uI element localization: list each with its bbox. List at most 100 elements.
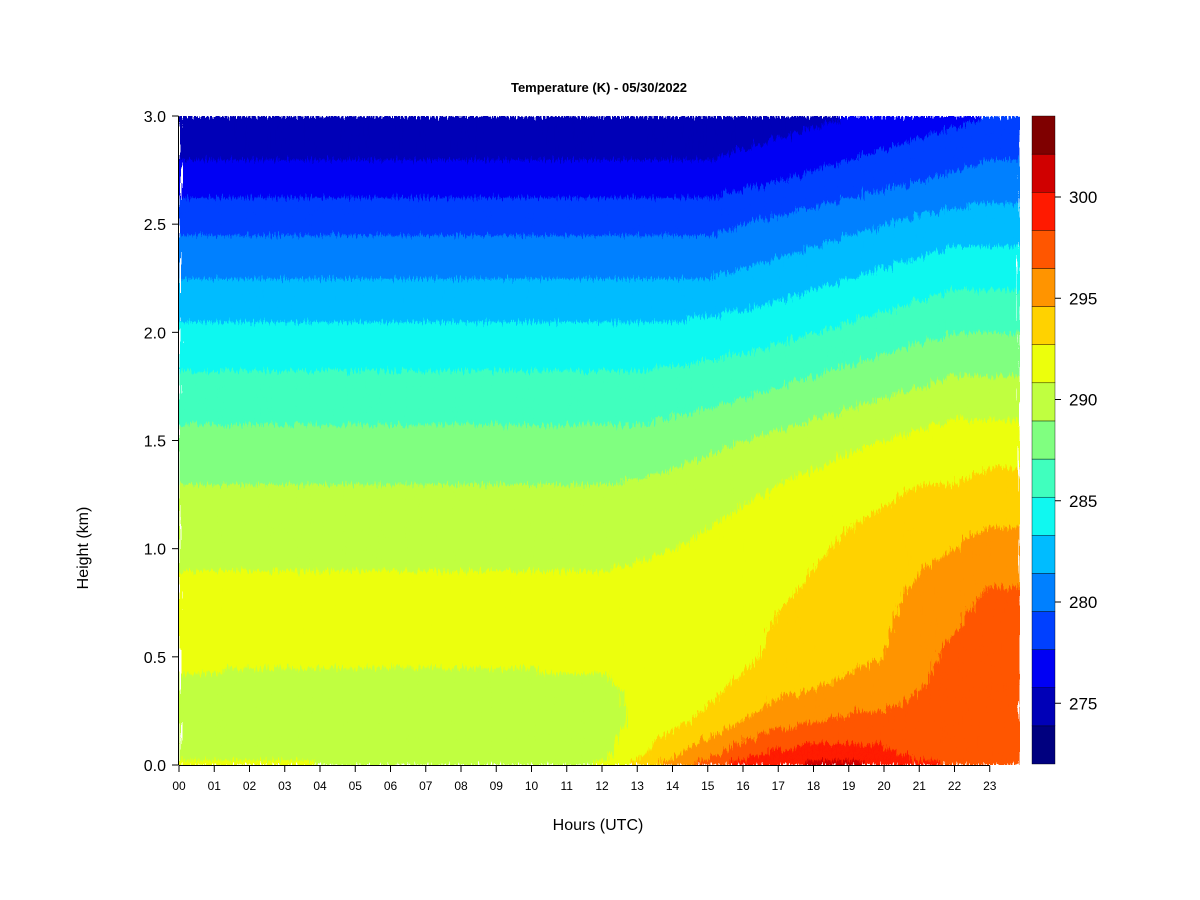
heatmap-cell (332, 202, 338, 209)
heatmap-cell (279, 267, 285, 274)
heatmap-cell (192, 710, 198, 717)
heatmap-cell (297, 527, 303, 534)
heatmap-cell (270, 754, 276, 761)
heatmap-cell (179, 137, 184, 144)
heatmap-cell (354, 348, 360, 355)
heatmap-cell (222, 646, 228, 653)
heatmap-cell (275, 170, 281, 177)
heatmap-cell (262, 727, 268, 734)
heatmap-cell (336, 710, 342, 717)
heatmap-cell (314, 251, 320, 258)
heatmap-cell (244, 629, 250, 636)
heatmap-cell (323, 132, 329, 139)
heatmap-cell (192, 234, 198, 241)
heatmap-cell (179, 153, 184, 160)
heatmap-cell (209, 418, 215, 425)
heatmap-cell (196, 294, 202, 301)
heatmap-cell (301, 521, 307, 528)
heatmap-cell (240, 440, 246, 447)
heatmap-cell (266, 245, 272, 252)
heatmap-cell (270, 148, 276, 155)
heatmap-cell (214, 494, 220, 501)
heatmap-cell (358, 586, 364, 593)
heatmap-cell (218, 570, 224, 577)
heatmap-cell (179, 689, 184, 696)
heatmap-cell (231, 559, 237, 566)
heatmap-cell (222, 543, 228, 550)
heatmap-cell (336, 164, 342, 171)
heatmap-cell (358, 516, 364, 523)
heatmap-cell (284, 710, 290, 717)
heatmap-cell (345, 137, 351, 144)
heatmap-cell (235, 510, 241, 517)
heatmap-cell (179, 283, 184, 290)
heatmap-cell (244, 624, 250, 631)
heatmap-cell (327, 532, 333, 539)
heatmap-cell (262, 689, 268, 696)
heatmap-cell (266, 132, 272, 139)
heatmap-cell (249, 575, 255, 582)
heatmap-cell (323, 283, 329, 290)
heatmap-cell (354, 472, 360, 479)
heatmap-cell (323, 651, 329, 658)
heatmap-cell (301, 234, 307, 241)
heatmap-cell (214, 321, 220, 328)
heatmap-cell (214, 413, 220, 420)
heatmap-cell (358, 624, 364, 631)
heatmap-cell (179, 272, 184, 279)
heatmap-cell (358, 564, 364, 571)
heatmap-cell (196, 213, 202, 220)
heatmap-cell (244, 516, 250, 523)
heatmap-cell (240, 348, 246, 355)
heatmap-cell (292, 510, 298, 517)
heatmap-cell (292, 267, 298, 274)
heatmap-cell (279, 408, 285, 415)
heatmap-cell (240, 143, 246, 150)
heatmap-cell (345, 132, 351, 139)
heatmap-cell (297, 602, 303, 609)
heatmap-cell (257, 678, 263, 685)
heatmap-cell (235, 299, 241, 306)
heatmap-cell (310, 272, 316, 279)
heatmap-cell (279, 521, 285, 528)
heatmap-cell (249, 126, 255, 133)
heatmap-cell (262, 408, 268, 415)
heatmap-cell (314, 321, 320, 328)
heatmap-cell (192, 629, 198, 636)
heatmap-cell (349, 418, 355, 425)
heatmap-cell (209, 462, 215, 469)
heatmap-cell (257, 602, 263, 609)
heatmap-cell (214, 640, 220, 647)
heatmap-cell (240, 397, 246, 404)
heatmap-cell (266, 240, 272, 247)
heatmap-cell (327, 294, 333, 301)
heatmap-cell (349, 759, 355, 765)
heatmap-cell (332, 440, 338, 447)
heatmap-cell (192, 575, 198, 582)
heatmap-cell (284, 256, 290, 263)
heatmap-cell (214, 121, 220, 128)
heatmap-cell (253, 532, 259, 539)
heatmap-cell (231, 337, 237, 344)
heatmap-cell (205, 462, 211, 469)
heatmap-cell (192, 348, 198, 355)
heatmap-cell (275, 646, 281, 653)
heatmap-cell (183, 618, 189, 625)
heatmap-cell (179, 332, 184, 339)
heatmap-cell (218, 629, 224, 636)
heatmap-cell (227, 510, 233, 517)
heatmap-cell (214, 175, 220, 182)
heatmap-cell (323, 418, 329, 425)
heatmap-cell (297, 646, 303, 653)
heatmap-cell (354, 321, 360, 328)
heatmap-cell (314, 721, 320, 728)
heatmap-cell (262, 294, 268, 301)
heatmap-cell (209, 180, 215, 187)
heatmap-cell (187, 456, 193, 463)
heatmap-cell (200, 440, 206, 447)
heatmap-cell (196, 267, 202, 274)
heatmap-cell (218, 148, 224, 155)
heatmap-cell (279, 159, 285, 166)
heatmap-cell (292, 262, 298, 269)
heatmap-cell (192, 256, 198, 263)
